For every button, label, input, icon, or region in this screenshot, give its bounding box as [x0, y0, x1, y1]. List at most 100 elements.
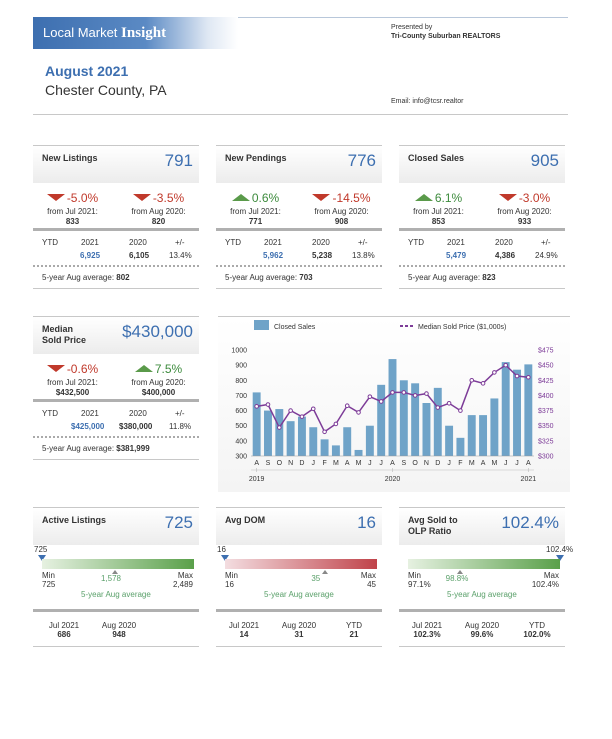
card-title: New Pendings: [225, 153, 287, 163]
card-bottom-rule: [216, 288, 382, 289]
history-value: 102.0%: [523, 630, 551, 639]
change-percent: 0.6%: [231, 191, 279, 205]
gauge-min-value: 97.1%: [408, 580, 431, 589]
change-percent-value: -0.6%: [66, 361, 99, 376]
y-right-tick-label: $300: [538, 454, 554, 461]
report-county: Chester County, PA: [45, 82, 167, 98]
change-percent: 6.1%: [414, 191, 462, 205]
card-value: $430,000: [122, 322, 193, 341]
card-title-line1: Median: [42, 324, 74, 334]
change-block: 6.1% from Jul 2021: 853: [401, 188, 476, 227]
bar-closed-sales: [445, 425, 454, 456]
change-percent: -3.0%: [498, 191, 550, 205]
point-median-price: [412, 393, 418, 398]
x-tick-label: N: [424, 460, 429, 467]
card-bottom-rule: [399, 646, 565, 647]
bar-closed-sales: [377, 384, 386, 456]
x-tick-label: J: [515, 460, 519, 467]
gauge-max: Max 45: [361, 571, 376, 589]
x-tick-label: J: [368, 460, 372, 467]
history-label: Jul 2021: [228, 621, 260, 630]
x-tick-label: O: [412, 460, 418, 467]
ytd-year-current: 2021: [81, 238, 99, 247]
bar-closed-sales: [354, 449, 363, 456]
change-from-value: 853: [431, 217, 446, 226]
bar-closed-sales: [320, 439, 329, 456]
x-tick-label: F: [458, 460, 462, 467]
history-column: Aug 2020 948: [94, 621, 144, 639]
ytd-change-label: +/-: [175, 409, 185, 418]
point-median-price: [480, 381, 486, 386]
gauge-card: Avg DOM 16 16 Min 16 Max 45 35 5-year Aug …: [216, 507, 382, 647]
five-year-average-label: 5-year Aug average:: [408, 273, 481, 282]
gauge-max-label: Max: [360, 571, 376, 580]
card-value: 725: [164, 513, 193, 532]
gauge-average-label: 5-year Aug average: [81, 590, 151, 599]
point-median-price: [288, 408, 293, 413]
arrow-down-icon: [132, 194, 151, 201]
gauge-max-label: Max: [177, 571, 193, 580]
change-block: -14.5% from Aug 2020: 908: [304, 188, 379, 227]
five-year-average-value: $381,999: [116, 444, 150, 453]
gauge-average-value: 1,578: [100, 574, 121, 583]
card-title: Active Listings: [42, 515, 107, 525]
ytd-value-prior: 4,386: [495, 251, 516, 260]
card-value: 776: [347, 151, 376, 170]
x-tick-label: A: [345, 460, 350, 467]
point-median-price: [378, 399, 384, 404]
bar-closed-sales: [422, 403, 431, 456]
five-year-average-value: 823: [482, 273, 496, 282]
gauge-average-label: 5-year Aug average: [447, 590, 517, 599]
ytd-change-value: 24.9%: [535, 251, 558, 260]
year-label: 2019: [249, 476, 265, 483]
arrow-up-icon: [414, 194, 433, 201]
y-left-tick-label: 1000: [231, 348, 247, 355]
history-label: Jul 2021: [48, 621, 80, 630]
card-value: 791: [164, 151, 193, 170]
card-title: Closed Sales: [408, 153, 465, 163]
ytd-change-label: +/-: [358, 238, 368, 247]
header-banner: Local Market Insight: [33, 17, 238, 49]
report-title: Local Market Insight: [43, 25, 166, 42]
gauge-average-label: 5-year Aug average: [264, 590, 334, 599]
history-value: 14: [239, 630, 249, 639]
history-label: Aug 2020: [281, 621, 317, 630]
point-median-price: [401, 390, 407, 395]
bar-closed-sales: [286, 421, 295, 456]
point-median-price: [322, 429, 327, 435]
history-column: Jul 2021 686: [39, 621, 89, 639]
report-title-b: Insight: [121, 25, 167, 41]
five-year-average-value: 703: [299, 273, 313, 282]
gauge-current-marker-icon: [221, 555, 229, 561]
card-divider: [33, 399, 199, 402]
change-from-value: 771: [248, 217, 263, 226]
five-year-average-label: 5-year Aug average:: [42, 273, 115, 282]
arrow-down-icon: [46, 194, 65, 201]
card-bottom-rule: [216, 646, 382, 647]
card-title: Median Sold Price: [42, 324, 86, 346]
x-tick-label: J: [312, 460, 316, 467]
organization-name: Tri-County Suburban REALTORS: [391, 33, 501, 40]
gauge-bar: [225, 559, 377, 569]
change-block: -5.0% from Jul 2021: 833: [35, 188, 110, 227]
point-median-price: [310, 406, 316, 412]
change-from-value: 933: [517, 217, 532, 226]
gauge-max: Max 2,489: [173, 571, 193, 589]
gauge-average-marker-icon: [322, 570, 329, 574]
y-right-tick-label: $350: [538, 423, 554, 430]
dotted-divider: [399, 265, 565, 267]
bar-closed-sales: [331, 445, 340, 456]
history-column: Aug 2020 31: [274, 621, 324, 639]
point-median-price: [333, 421, 339, 427]
y-left-tick-label: 400: [235, 438, 247, 445]
point-median-price: [446, 401, 452, 406]
history-table: Jul 2021 14 Aug 2020 31 YTD 21: [219, 621, 379, 643]
y-right-tick-label: $450: [538, 363, 554, 370]
x-tick-label: A: [254, 460, 259, 467]
change-from-label: from Aug 2020:: [497, 207, 552, 216]
change-from-value: 833: [65, 217, 80, 226]
gauge-min-value: 725: [42, 580, 56, 589]
card-title-line2: Sold Price: [42, 335, 87, 345]
change-from-label: from Jul 2021:: [230, 207, 281, 216]
history-value: 686: [57, 630, 71, 639]
